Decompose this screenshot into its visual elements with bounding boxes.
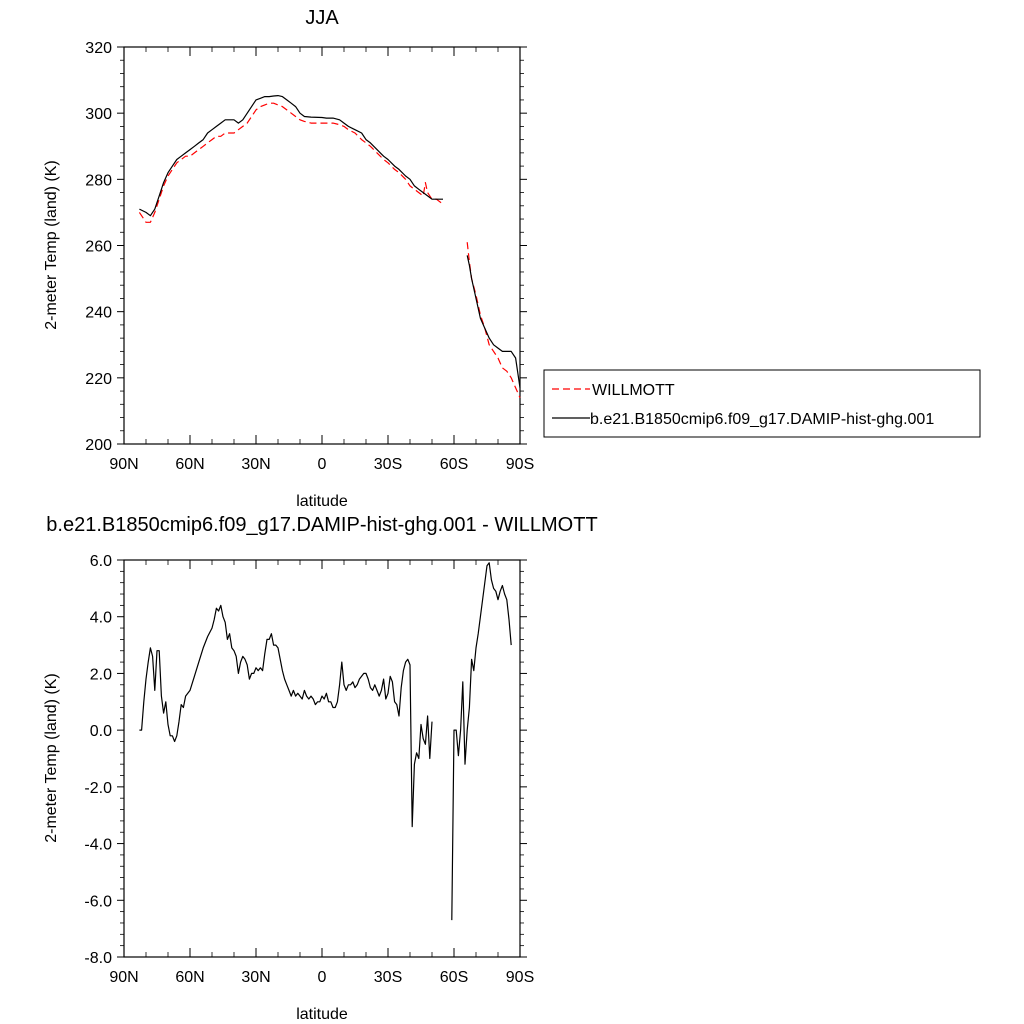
bottom-y-tick-label: -2.0 <box>84 780 112 797</box>
top-y-tick-label: 320 <box>85 40 112 57</box>
bottom-y-tick-label: -6.0 <box>84 893 112 910</box>
bottom-x-tick-label: 60N <box>175 969 204 986</box>
bottom-y-tick-label: 2.0 <box>90 666 112 683</box>
top-x-tick-label: 30S <box>374 456 402 473</box>
bottom-series-line-0 <box>451 562 512 921</box>
bottom-y-tick-label: 0.0 <box>90 723 112 740</box>
bottom-x-tick-label: 60S <box>440 969 468 986</box>
bottom-plot-marks: 90N 60N 30N 0 30S 60S 90S -8.0 -6.0 -4.0 -2.0 0.0 2.… <box>84 553 534 986</box>
top-x-tick-label: 90N <box>109 456 138 473</box>
top-series-line-0 <box>138 102 444 223</box>
bottom-chart-title: b.e21.B1850cmip6.f09_g17.DAMIP-hist-ghg.… <box>46 514 597 536</box>
bottom-y-tick-label: 4.0 <box>90 610 112 627</box>
top-panel: JJA 2-meter Temp (land) (K) latitude 90N… <box>43 7 981 510</box>
bottom-y-tick-label: -8.0 <box>84 950 112 967</box>
bottom-series-line-0 <box>139 604 433 828</box>
bottom-x-tick-label: 30N <box>241 969 270 986</box>
bottom-x-tick-label: 0 <box>318 969 327 986</box>
top-y-tick-label: 300 <box>85 106 112 123</box>
top-series-line-1 <box>139 94 443 217</box>
top-y-tick-label: 280 <box>85 172 112 189</box>
top-series-line-1 <box>466 255 521 388</box>
top-y-tick-label: 240 <box>85 305 112 322</box>
bottom-y-axis-label: 2-meter Temp (land) (K) <box>43 673 60 843</box>
top-x-tick-label: 0 <box>318 456 327 473</box>
bottom-x-tick-label: 90S <box>506 969 534 986</box>
bottom-plot-frame <box>123 559 521 958</box>
legend: WILLMOTT b.e21.B1850cmip6.f09_g17.DAMIP-… <box>543 369 981 438</box>
top-x-tick-label: 60S <box>440 456 468 473</box>
bottom-x-tick-label: 30S <box>374 969 402 986</box>
bottom-panel: b.e21.B1850cmip6.f09_g17.DAMIP-hist-ghg.… <box>43 514 598 1023</box>
top-x-tick-label: 30N <box>241 456 270 473</box>
legend-label-model: b.e21.B1850cmip6.f09_g17.DAMIP-hist-ghg.… <box>590 411 934 428</box>
bottom-y-tick-label: -4.0 <box>84 837 112 854</box>
legend-box <box>543 369 981 438</box>
top-y-tick-label: 220 <box>85 371 112 388</box>
bottom-x-tick-label: 90N <box>109 969 138 986</box>
top-y-axis-label: 2-meter Temp (land) (K) <box>43 160 60 330</box>
top-plot-frame <box>123 46 521 445</box>
top-x-tick-label: 90S <box>506 456 534 473</box>
top-y-tick-label: 200 <box>85 437 112 454</box>
top-series-line-0 <box>466 242 521 398</box>
top-x-tick-label: 60N <box>175 456 204 473</box>
legend-label-willmott: WILLMOTT <box>592 382 675 399</box>
bottom-y-tick-label: 6.0 <box>90 553 112 570</box>
bottom-x-axis-label: latitude <box>296 1006 348 1023</box>
top-y-tick-label: 260 <box>85 239 112 256</box>
top-plot-marks: 90N 60N 30N 0 30S 60S 90S 200 220 240 260 280 300 320 <box>85 40 534 473</box>
top-chart-title: JJA <box>305 7 339 29</box>
top-x-axis-label: latitude <box>296 493 348 510</box>
